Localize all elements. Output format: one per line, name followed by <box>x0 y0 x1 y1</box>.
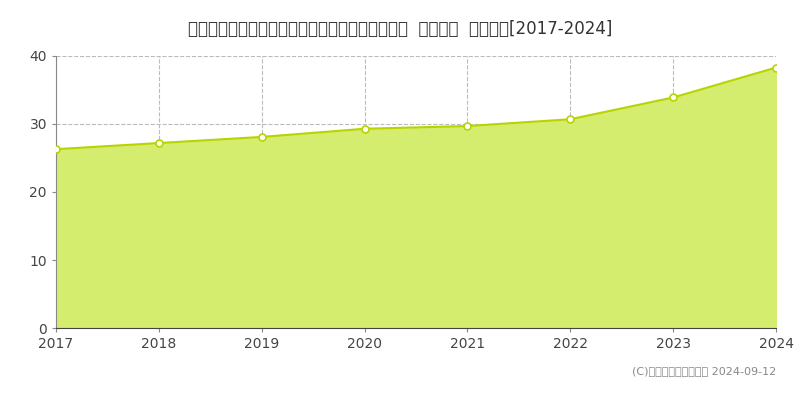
Point <box>461 123 474 129</box>
Text: (C)土地価格ドットコム 2024-09-12: (C)土地価格ドットコム 2024-09-12 <box>632 366 776 376</box>
Point <box>153 140 166 146</box>
Text: 北海道札幌市西区八軒１条東５丁目７２５番５外  地価公示  地価推移[2017-2024]: 北海道札幌市西区八軒１条東５丁目７２５番５外 地価公示 地価推移[2017-20… <box>188 20 612 38</box>
Point <box>255 134 268 140</box>
Point <box>358 126 371 132</box>
Point <box>50 146 62 152</box>
Point <box>666 94 679 101</box>
Point <box>564 116 577 122</box>
Point <box>770 64 782 71</box>
